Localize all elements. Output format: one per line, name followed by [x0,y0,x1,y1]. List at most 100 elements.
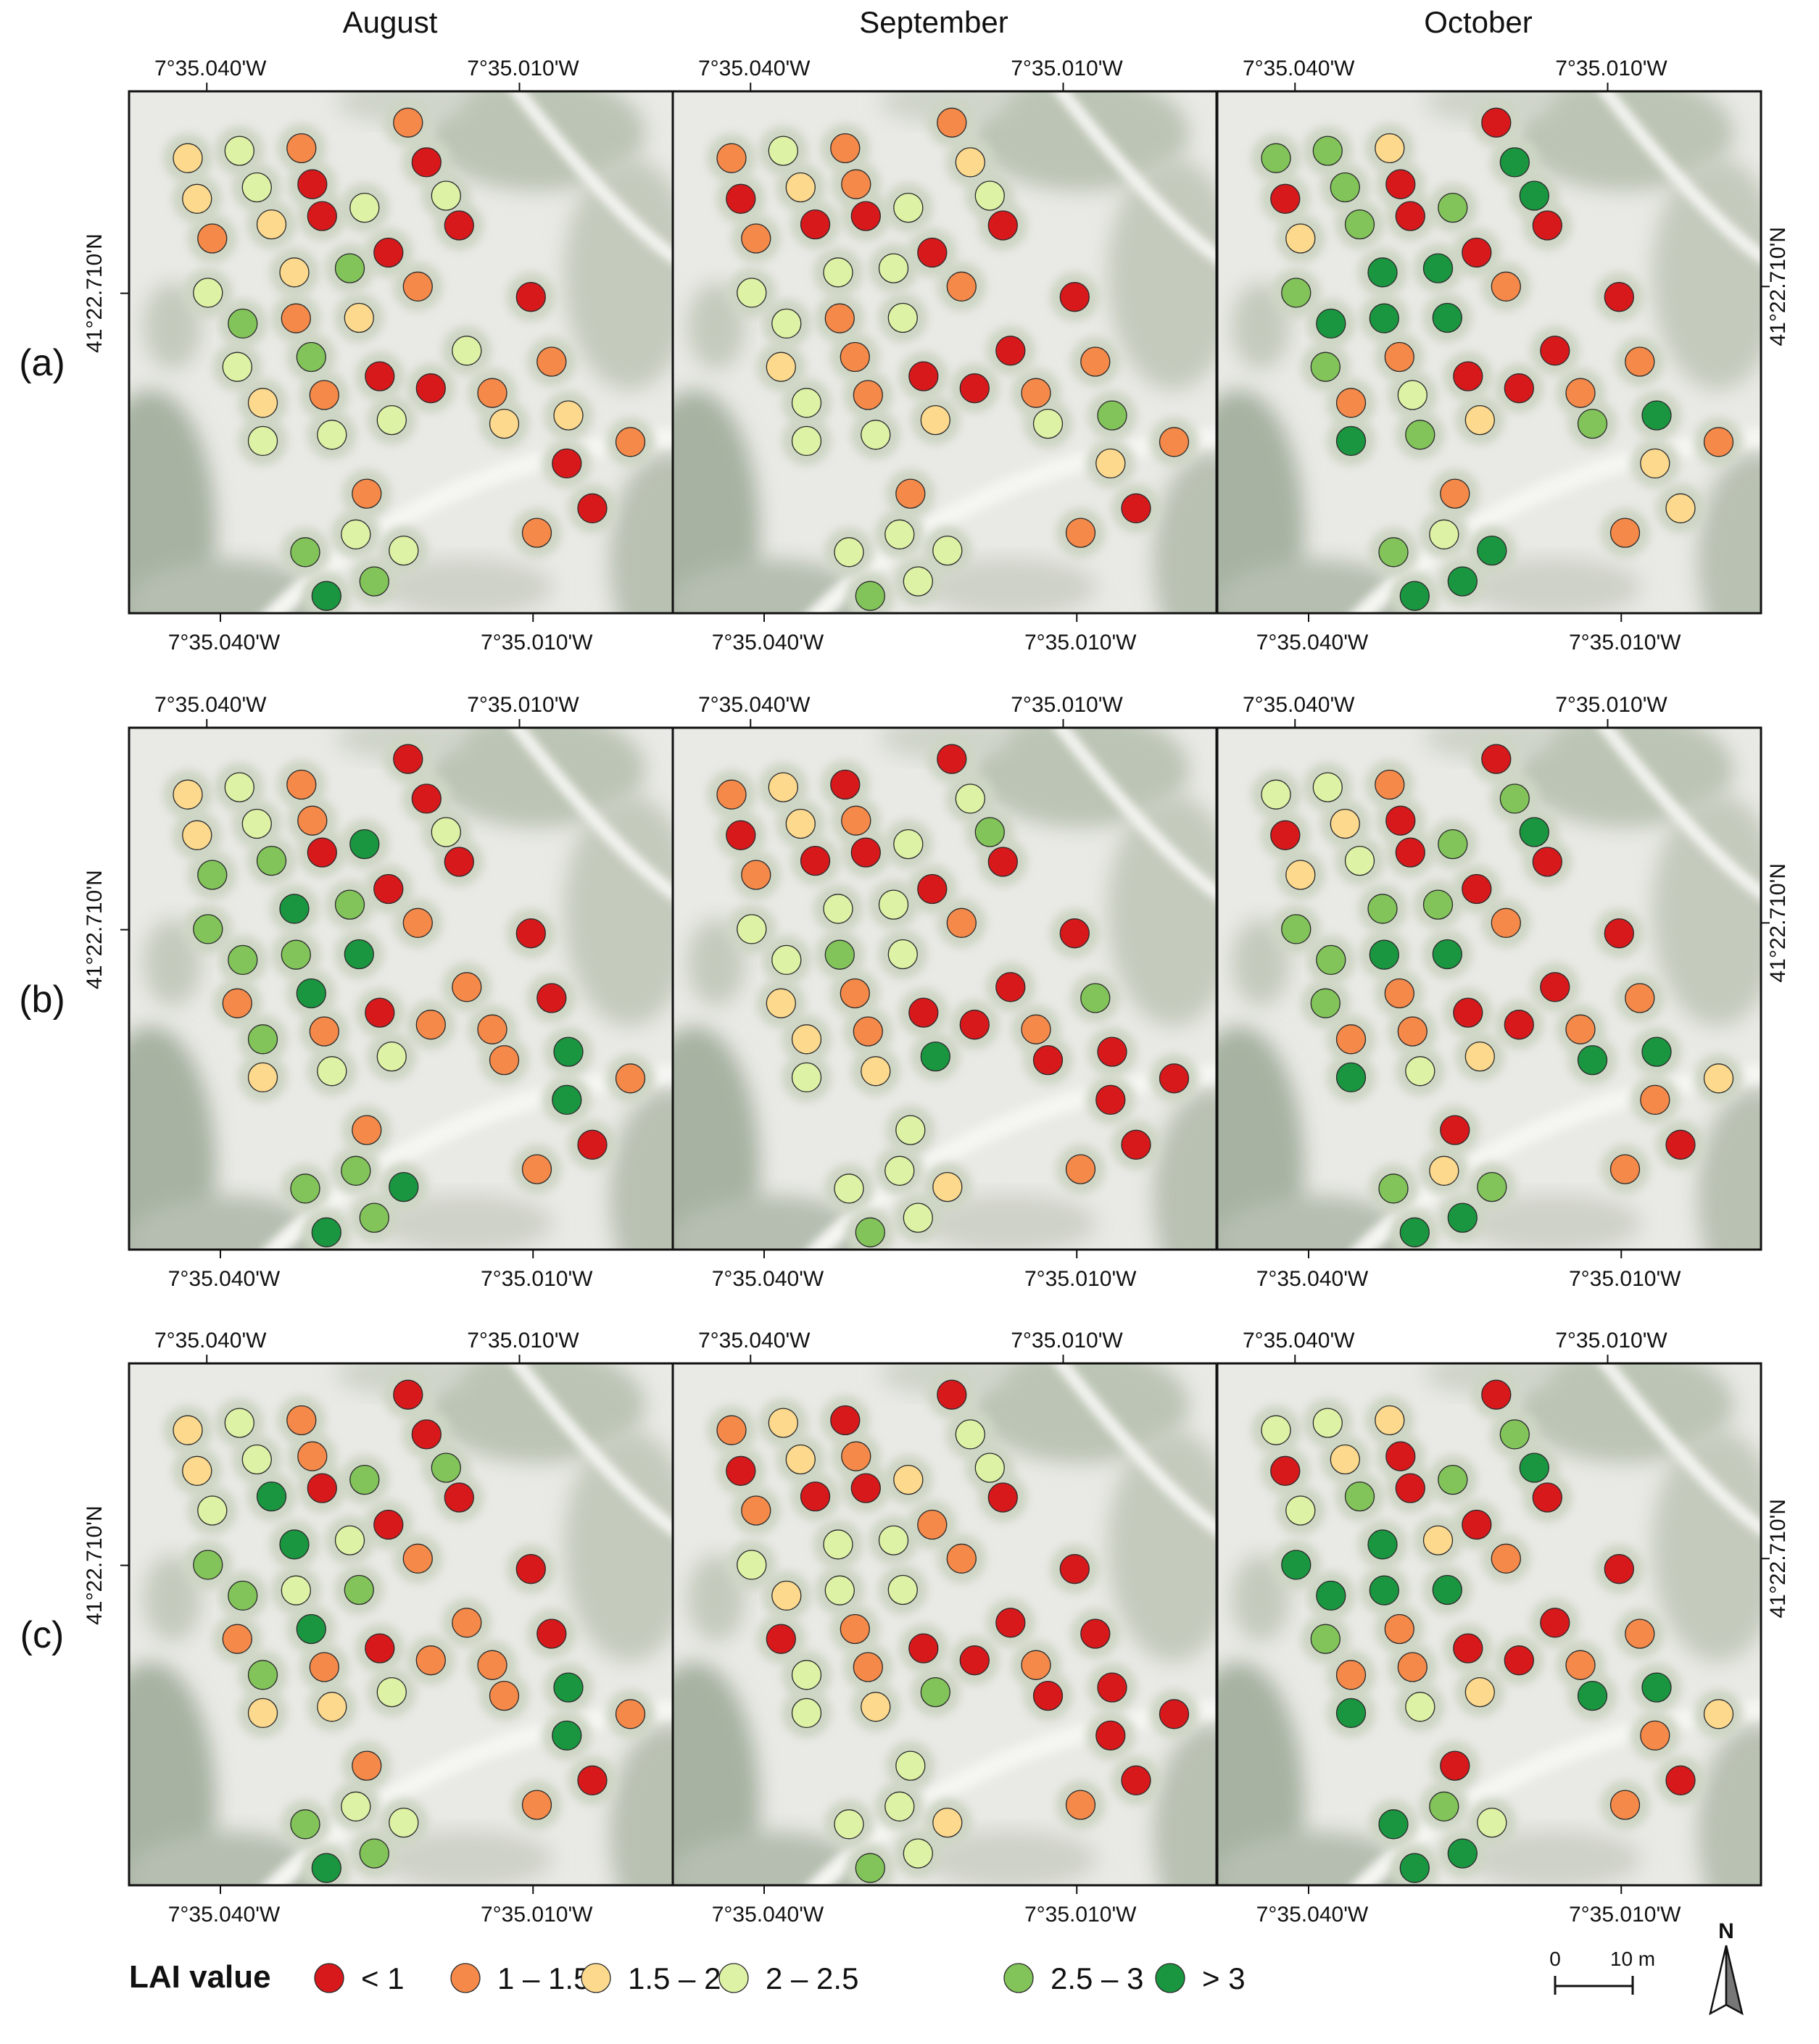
panel-frame [1216,1362,1762,1887]
tree-lai-marker [834,1173,864,1204]
tree-lai-marker [1453,997,1483,1028]
tree-lai-marker [855,1217,885,1247]
legend-swatch [1003,1963,1034,1993]
tree-lai-marker [1609,1790,1641,1820]
tree-lai-marker [1703,1699,1734,1729]
tree-lai-marker [791,1698,822,1729]
tree-lai-marker [317,1692,347,1722]
tree-lai-marker [1032,1680,1064,1711]
tree-lai-marker [884,1791,915,1821]
tree-lai-marker [341,1791,371,1821]
legend-item: < 1 [314,1961,405,1995]
longitude-label-top: 7°35.040'W [154,1329,267,1353]
tree-lai-marker [920,1041,950,1072]
aerial-background [1217,728,1761,1250]
tree-lai-marker [256,1481,287,1512]
legend-item: > 3 [1155,1961,1246,1995]
legend-item: 2 – 2.5 [718,1961,858,1995]
tree-lai-marker [281,1575,311,1605]
tree-lai-marker [1395,201,1425,231]
tree-lai-marker [1609,1154,1641,1184]
tree-lai-marker [1059,282,1090,312]
tree-lai-marker [1065,1154,1096,1184]
tree-lai-marker [1540,972,1570,1002]
tree-lai-marker [1577,1044,1608,1076]
tree-lai-marker [855,1853,885,1883]
tree-lai-marker [791,388,822,418]
tree-lai-marker [311,581,341,611]
tree-lai-marker [937,744,967,774]
tree-lai-marker [228,308,258,339]
tree-lai-marker [841,805,871,836]
tree-lai-marker [830,133,861,164]
tree-lai-marker [290,537,320,568]
tree-lai-marker [850,837,881,868]
tree-lai-marker [840,1613,870,1645]
tree-lai-marker [824,303,855,333]
tree-lai-marker [768,772,798,802]
longitude-label-bottom: 7°35.040'W [1256,1903,1369,1927]
tree-lai-marker [552,1084,582,1116]
tree-lai-marker [307,201,337,231]
tree-lai-marker [297,1441,328,1471]
tree-lai-marker [840,341,870,373]
tree-lai-marker [1577,408,1608,439]
tree-lai-marker [1447,566,1478,597]
column-header-august: August [343,5,438,39]
tree-lai-marker [1159,1063,1190,1094]
tree-lai-marker [920,1677,950,1708]
tree-lai-marker [373,873,404,905]
tree-lai-marker [1097,400,1127,431]
tree-lai-marker [341,519,371,549]
tree-lai-marker [1640,448,1670,479]
longitude-label-bottom: 7°35.010'W [1024,631,1137,655]
tree-lai-marker [785,1444,816,1475]
tree-lai-marker [974,1453,1005,1483]
longitude-label-bottom: 7°35.010'W [1024,1903,1137,1927]
tree-lai-marker [1540,1608,1570,1638]
tree-lai-marker [917,873,948,905]
map-panel-b-september [671,726,1218,1251]
longitude-label-bottom: 7°35.040'W [712,631,824,655]
tree-lai-marker [766,352,796,382]
tree-lai-marker [477,378,507,408]
tree-lai-marker [1270,1455,1301,1486]
tree-lai-marker [1532,210,1562,241]
tree-lai-marker [197,1495,228,1526]
tree-lai-marker [317,1056,347,1087]
longitude-label-top: 7°35.040'W [154,57,267,80]
tree-lai-marker [903,566,933,597]
tree-lai-marker [365,997,395,1028]
tree-lai-marker [878,253,909,283]
tree-lai-marker [224,1408,254,1438]
tree-lai-marker [317,420,347,450]
tree-lai-marker [800,209,831,240]
tree-lai-marker [1609,518,1641,548]
tree-lai-marker [349,1464,380,1495]
tree-lai-marker [1335,1660,1367,1690]
tree-lai-marker [823,894,853,924]
tree-lai-marker [1422,1525,1454,1555]
tree-lai-marker [334,1525,365,1555]
tree-lai-marker [536,1619,567,1649]
tree-lai-marker [373,1509,404,1540]
longitude-label-top: 7°35.010'W [1011,1329,1123,1353]
tree-lai-marker [850,201,881,231]
tree-lai-marker [311,1853,341,1883]
tree-lai-marker [1335,1024,1367,1055]
tree-lai-marker [830,1405,861,1436]
tree-lai-marker [1641,1672,1672,1703]
tree-lai-marker [515,282,546,312]
tree-lai-marker [737,1550,767,1580]
tree-lai-marker [577,1129,608,1160]
tree-lai-marker [1491,907,1521,938]
row-label-c: (c) [20,1614,65,1656]
tree-lai-marker [887,939,918,970]
tree-lai-marker [771,1580,802,1611]
tree-lai-marker [995,972,1026,1002]
tree-lai-marker [1399,1217,1430,1247]
tree-lai-marker [1032,408,1064,439]
tree-lai-marker [256,845,287,876]
tree-lai-marker [197,860,228,890]
map-panel-b-october [1216,726,1762,1251]
